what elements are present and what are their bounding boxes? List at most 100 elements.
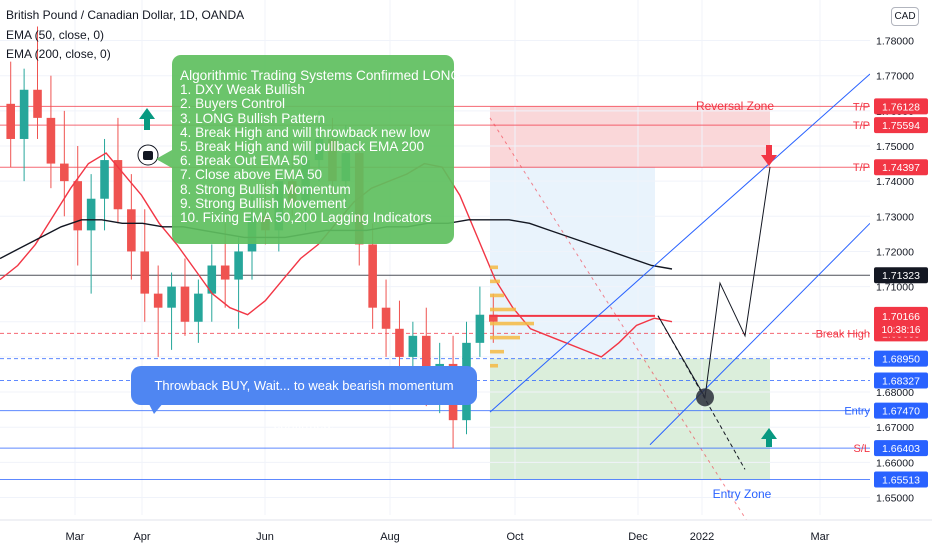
price-tag-label: 1.68950: [882, 354, 920, 366]
volume-profile-bar: [490, 265, 498, 270]
symbol-title: British Pound / Canadian Dollar, 1D, OAN…: [6, 8, 245, 22]
note-line: Algorithmic Trading Systems Confirmed LO…: [180, 68, 465, 83]
level-tag: T/P: [853, 120, 870, 132]
entry-zone-label: Entry Zone: [713, 487, 772, 501]
price-tag: [874, 117, 928, 134]
y-tick-label: 1.72000: [876, 246, 914, 258]
time-axis-panel: [0, 520, 932, 550]
up-arrow-icon: [761, 428, 777, 447]
candle-body: [475, 314, 485, 343]
candle-body: [33, 89, 42, 118]
x-tick-label: Dec: [628, 531, 648, 543]
level-tag: Break High: [816, 328, 870, 340]
note-line: 1. DXY Weak Bullish: [180, 82, 305, 98]
candle-body: [46, 117, 56, 164]
candle-body: [368, 244, 377, 308]
throwback-note-tail: [148, 402, 164, 414]
x-tick-label: Oct: [506, 531, 523, 543]
ema200-legend: EMA (200, close, 0): [6, 47, 111, 61]
note-line: 8. Strong Bullish Momentum: [180, 181, 351, 197]
candle-body: [381, 307, 391, 329]
projection-box: [490, 167, 655, 359]
price-tag: [874, 440, 928, 457]
y-tick-label: 1.73000: [876, 211, 914, 223]
candle-body: [60, 163, 69, 182]
y-tick-label: 1.71000: [876, 282, 914, 294]
candle-body: [100, 160, 109, 199]
note-line: 5. Break High and will pullback EMA 200: [180, 139, 425, 155]
price-axis-panel: [870, 0, 932, 520]
currency-button[interactable]: CAD: [891, 7, 919, 26]
x-tick-label: Mar: [66, 531, 85, 543]
level-tag: T/P: [853, 101, 870, 113]
candle-body: [113, 160, 123, 210]
volume-profile-bar: [490, 321, 534, 326]
candle-body: [207, 265, 217, 294]
candle-body: [421, 335, 431, 393]
long-confirmation-note: Algorithmic Trading Systems Confirmed LO…: [172, 55, 465, 244]
price-tag-label: 1.65513: [882, 474, 920, 486]
note-line: 3. LONG Bullish Pattern: [180, 110, 326, 126]
x-tick-label: Mar: [811, 531, 830, 543]
candle-body: [153, 293, 163, 308]
price-tag-label: 1.66403: [882, 443, 920, 455]
candle-body: [86, 198, 96, 231]
note-line: 2. Buyers Control: [180, 96, 286, 112]
price-tag: [874, 98, 928, 115]
note-line: 4. Break High and will throwback new low: [180, 124, 431, 140]
price-tag: [874, 267, 928, 284]
channel-lower-line: [649, 222, 871, 446]
candle-body: [73, 181, 83, 231]
current-price-label: 1.70166: [882, 311, 920, 323]
price-tag-label: 1.74397: [882, 162, 920, 174]
projection-path: [657, 167, 771, 399]
candle-body: [220, 265, 230, 280]
candle-body: [167, 286, 176, 308]
volume-profile-bar: [490, 279, 500, 284]
price-tag: [874, 372, 928, 389]
candle-body: [395, 328, 404, 357]
candle-body: [489, 314, 498, 322]
volume-profile-bar: [490, 307, 516, 312]
y-tick-label: 1.67000: [876, 422, 914, 434]
level-tag: T/P: [853, 162, 870, 174]
price-tag: [874, 350, 928, 367]
y-tick-label: 1.77000: [876, 71, 914, 83]
x-tick-label: Apr: [133, 531, 150, 543]
android-robot-icon: [143, 151, 153, 160]
long-note-tail: [156, 150, 172, 168]
price-tag-label: 1.68327: [882, 376, 920, 388]
down-arrow-icon: [761, 145, 777, 166]
countdown-label: 10:38:16: [882, 325, 921, 336]
volume-profile-bar: [490, 293, 504, 298]
reversal-zone-label: Reversal Zone: [696, 99, 774, 113]
entry-circle-marker: [696, 388, 714, 407]
price-tag: [874, 159, 928, 176]
note-line: 9. Strong Bullish Movement: [180, 195, 347, 211]
channel-upper-line: [489, 73, 871, 413]
level-tag: Entry: [844, 406, 870, 418]
x-tick-label: Jun: [256, 531, 274, 543]
reversal-zone-box: [490, 106, 770, 168]
volume-profile-bar: [490, 335, 520, 340]
note-line: 7. Close above EMA 50: [180, 167, 323, 183]
candle-body: [408, 335, 418, 357]
price-tag-label: 1.75594: [882, 120, 920, 132]
volume-profile-bar: [490, 363, 498, 368]
candle-body: [127, 209, 136, 252]
y-tick-label: 1.78000: [876, 36, 914, 48]
y-tick-label: 1.66000: [876, 457, 914, 469]
note-line: 10. Fixing EMA 50,200 Lagging Indicators: [180, 210, 432, 226]
y-tick-label: 1.75000: [876, 141, 914, 153]
throwback-note: Throwback BUY, Wait... to weak bearish m…: [131, 366, 477, 432]
y-tick-label: 1.65000: [876, 493, 914, 505]
volume-profile-bar: [490, 349, 504, 354]
projection-dashed-path: [657, 315, 746, 470]
price-tag-label: 1.71323: [882, 270, 920, 282]
entry-zone-box: [490, 358, 770, 480]
price-tag-label: 1.67470: [882, 406, 920, 418]
candle-body: [19, 89, 29, 139]
candle-body: [140, 251, 150, 294]
